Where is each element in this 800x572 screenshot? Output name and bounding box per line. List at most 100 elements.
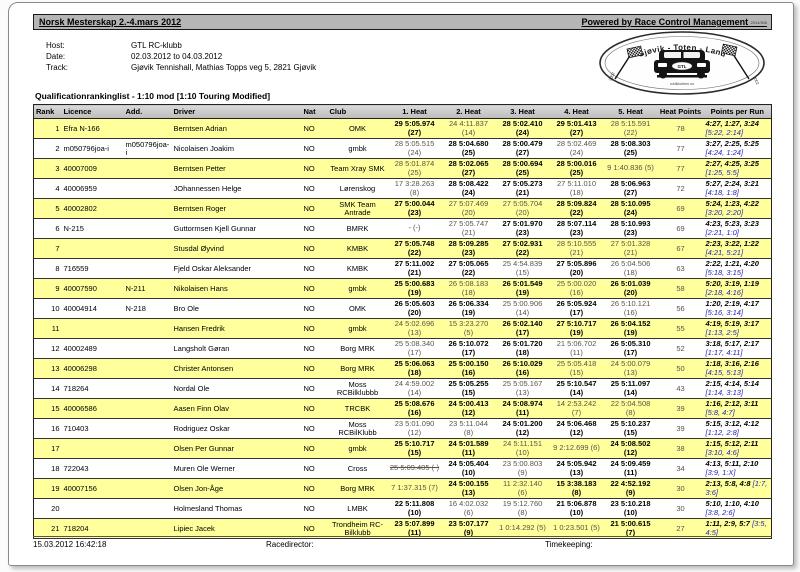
- table-row: 9 40007590 N-211 Nikolaisen Hans NO gmbk 25 5:…: [33, 278, 772, 299]
- rank-cell: 7: [33, 238, 62, 259]
- nat-cell: NO: [301, 358, 328, 379]
- driver-cell: Fjeld Oskar Aleksander: [171, 258, 302, 279]
- licence-cell: N-215: [61, 218, 124, 239]
- club-cell: Moss RCBilKlubb: [327, 418, 388, 439]
- heat-cell: 22 5:11.808 (10): [387, 498, 442, 519]
- nat-cell: NO: [301, 318, 328, 339]
- racedirector-label: Racedirector:: [266, 540, 314, 549]
- heat-cell: 26 5:04.506 (18): [603, 258, 658, 279]
- heat-cell: 24 4:59.002 (14): [387, 378, 442, 399]
- rank-cell: 1: [33, 118, 62, 139]
- nat-cell: NO: [301, 158, 328, 179]
- club-cell: gmbk: [327, 318, 388, 339]
- heat-cell: 27 5:01.970 (23): [495, 218, 550, 239]
- rank-cell: 12: [33, 338, 62, 359]
- club-cell: gmbk: [327, 278, 388, 299]
- powered-by-label: Powered by Race Control Management 2011/…: [581, 17, 767, 27]
- event-title: Norsk Mesterskap 2.-4.mars 2012: [39, 17, 182, 27]
- heat-points-cell: 55: [657, 318, 704, 339]
- points-per-run-cell: 5:20, 3:19, 1:19 [2:18, 4:16]: [703, 278, 772, 299]
- table-row: 14 718264 Nordal Ole NO Moss RCBilklubbb 24 4…: [33, 378, 772, 399]
- heat-cell: 28 5:15.591 (22): [603, 118, 658, 139]
- heat-cell: 28 5:09.824 (22): [549, 198, 604, 219]
- points-per-run-cell: 5:15, 3:12, 4:12 [1:12, 2:8]: [703, 418, 772, 439]
- heat-points-cell: 30: [657, 498, 704, 519]
- rank-cell: 20: [33, 498, 62, 519]
- table-row: 19 40007156 Olsen Jon-Åge NO Borg MRK 7 1:37.…: [33, 478, 772, 499]
- licence-cell: 710403: [61, 418, 124, 439]
- heat-cell: 27 5:05.273 (21): [495, 178, 550, 199]
- rank-cell: 16: [33, 418, 62, 439]
- driver-cell: Olsen Per Gunnar: [171, 438, 302, 459]
- add-cell: [123, 378, 172, 399]
- logo-year-left: 2002: [607, 71, 616, 82]
- points-per-run-cell: 2:23, 3:22, 1:22 [4:21, 5:21]: [703, 238, 772, 259]
- heat-cell: 24 5:08.502 (12): [603, 438, 658, 459]
- table-row: 13 40006298 Christer Antonsen NO Borg MRK 25 …: [33, 358, 772, 379]
- column-header-add-: Add.: [123, 104, 172, 119]
- heat-cell: 27 5:11.002 (21): [387, 258, 442, 279]
- heat-cell: 9 2:12.699 (6): [549, 438, 604, 459]
- column-header-3-heat: 3. Heat: [495, 104, 550, 119]
- add-cell: [123, 178, 172, 199]
- rank-cell: 6: [33, 218, 62, 239]
- points-per-run-cell: 3:27, 2:25, 5:25 [4:24, 1:24]: [703, 138, 772, 159]
- heat-cell: 27 5:05.747 (21): [441, 218, 496, 239]
- add-cell: N-211: [123, 278, 172, 299]
- heat-cell: 11 2:32.140 (6): [495, 478, 550, 499]
- driver-cell: Rodriguez Oskar: [171, 418, 302, 439]
- licence-cell: 40006298: [61, 358, 124, 379]
- heat-cell: 26 5:10.121 (16): [603, 298, 658, 319]
- heat-cell: 25 5:10.717 (15): [387, 438, 442, 459]
- heat-points-cell: 77: [657, 158, 704, 179]
- club-cell: Lørenskog: [327, 178, 388, 199]
- logo-year-right: 2002: [752, 75, 761, 86]
- driver-cell: Muren Ole Werner: [171, 458, 302, 479]
- heat-cell: 27 5:05.748 (22): [387, 238, 442, 259]
- heat-cell: 25 5:08.340 (17): [387, 338, 442, 359]
- points-per-run-cell: 4:19, 5:19, 3:17 [1:13, 2:5]: [703, 318, 772, 339]
- table-row: 21 718204 Lipiec Jacek NO Trondheim RC-Bilkl…: [33, 518, 772, 539]
- heat-cell: 24 5:09.459 (11): [603, 458, 658, 479]
- licence-cell: m050796joa-i: [61, 138, 124, 159]
- heat-points-cell: 69: [657, 218, 704, 239]
- heat-cell: 26 5:08.183 (18): [441, 278, 496, 299]
- rank-cell: 2: [33, 138, 62, 159]
- heat-cell: 9 1:40.836 (5): [603, 158, 658, 179]
- logo-gtl-text: GTL: [678, 64, 687, 69]
- heat-cell: 25 5:09.405 (-): [387, 458, 442, 479]
- nat-cell: NO: [301, 298, 328, 319]
- nat-cell: NO: [301, 498, 328, 519]
- nat-cell: NO: [301, 378, 328, 399]
- date-value: 02.03.2012 to 04.03.2012: [131, 52, 223, 61]
- track-value: Gjøvik Tennishall, Mathias Topps veg 5, …: [131, 63, 317, 72]
- driver-cell: Holmesland Thomas: [171, 498, 302, 519]
- heat-cell: 22 5:04.508 (8): [603, 398, 658, 419]
- heat-points-cell: 58: [657, 278, 704, 299]
- heat-cell: 28 5:07.114 (23): [549, 218, 604, 239]
- heat-points-cell: 56: [657, 298, 704, 319]
- licence-cell: [61, 438, 124, 459]
- heat-cell: 27 5:00.044 (23): [387, 198, 442, 219]
- points-per-run-cell: 2:27, 4:25, 3:25 [1:25, 5:5]: [703, 158, 772, 179]
- table-row: 10 40004914 N-218 Bro Ole NO OMK 26 5:05.603 (2…: [33, 298, 772, 319]
- nat-cell: NO: [301, 438, 328, 459]
- club-cell: OMK: [327, 118, 388, 139]
- club-cell: LMBK: [327, 498, 388, 519]
- add-cell: [123, 258, 172, 279]
- heat-cell: 24 5:00.413 (12): [441, 398, 496, 419]
- checkered-flag-right-icon: 2002: [721, 43, 761, 86]
- table-row: 4 40006959 JOhannessen Helge NO Lørenskog 17 …: [33, 178, 772, 199]
- heat-cell: 28 5:00.479 (27): [495, 138, 550, 159]
- heat-cell: 24 5:05.404 (10): [441, 458, 496, 479]
- heat-points-cell: 39: [657, 418, 704, 439]
- table-row: 18 722043 Muren Ole Werner NO Cross 25 5:09.4…: [33, 458, 772, 479]
- nat-cell: NO: [301, 178, 328, 199]
- heat-cell: 25 5:00.683 (19): [387, 278, 442, 299]
- licence-cell: [61, 238, 124, 259]
- heat-points-cell: 43: [657, 378, 704, 399]
- heat-points-cell: 50: [657, 358, 704, 379]
- column-header-4-heat: 4. Heat: [549, 104, 604, 119]
- heat-points-cell: 67: [657, 238, 704, 259]
- add-cell: [123, 358, 172, 379]
